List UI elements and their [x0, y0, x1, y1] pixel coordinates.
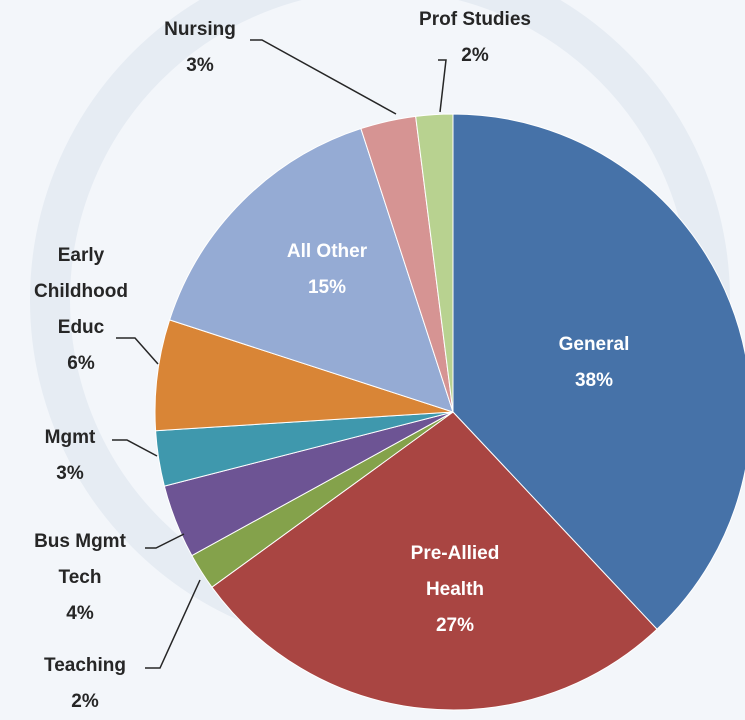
slice-label: Early Childhood Educ 6%: [20, 238, 142, 382]
slice-value: 27%: [435, 615, 475, 636]
slice-value: 6%: [67, 353, 95, 374]
slice-name: Teaching: [44, 655, 126, 676]
slice-value: 3%: [186, 55, 214, 76]
slice-label: Nursing 3%: [140, 12, 260, 84]
slice-label: Bus Mgmt Tech 4%: [15, 524, 145, 632]
slice-value: 3%: [56, 463, 84, 484]
leader-line: [145, 579, 201, 669]
pie-slice: [452, 113, 745, 630]
slice-name: General: [558, 334, 630, 355]
slice-value: 2%: [461, 45, 489, 66]
slice-name: Early Childhood Educ: [34, 245, 128, 338]
pie-slice: [168, 127, 454, 413]
slice-label: All Other 15%: [262, 234, 392, 306]
pie-slice: [211, 411, 658, 711]
slice-value: 2%: [71, 691, 99, 712]
slice-name: All Other: [286, 241, 368, 262]
leader-line: [112, 439, 158, 457]
pie-slice: [415, 113, 454, 413]
leader-line: [145, 533, 185, 549]
slice-name: Mgmt: [44, 427, 96, 448]
slice-name: Prof Studies: [419, 9, 531, 30]
slice-label: Mgmt 3%: [15, 420, 125, 492]
slice-value: 4%: [66, 603, 94, 624]
leader-line: [250, 39, 397, 115]
slice-value: 15%: [307, 277, 347, 298]
slice-label: Teaching 2%: [20, 648, 150, 720]
leader-lines: [112, 39, 447, 669]
slice-name: Bus Mgmt Tech: [34, 531, 126, 588]
slice-name: Pre-Allied Health: [410, 543, 500, 600]
pie: [154, 113, 745, 711]
leader-line: [116, 337, 159, 365]
slice-name: Nursing: [164, 19, 236, 40]
leader-line: [438, 59, 447, 113]
slice-label: Pre-Allied Health 27%: [395, 536, 515, 644]
slice-label: General 38%: [534, 327, 654, 399]
slice-value: 38%: [574, 370, 614, 391]
slice-label: Prof Studies 2%: [395, 2, 555, 74]
